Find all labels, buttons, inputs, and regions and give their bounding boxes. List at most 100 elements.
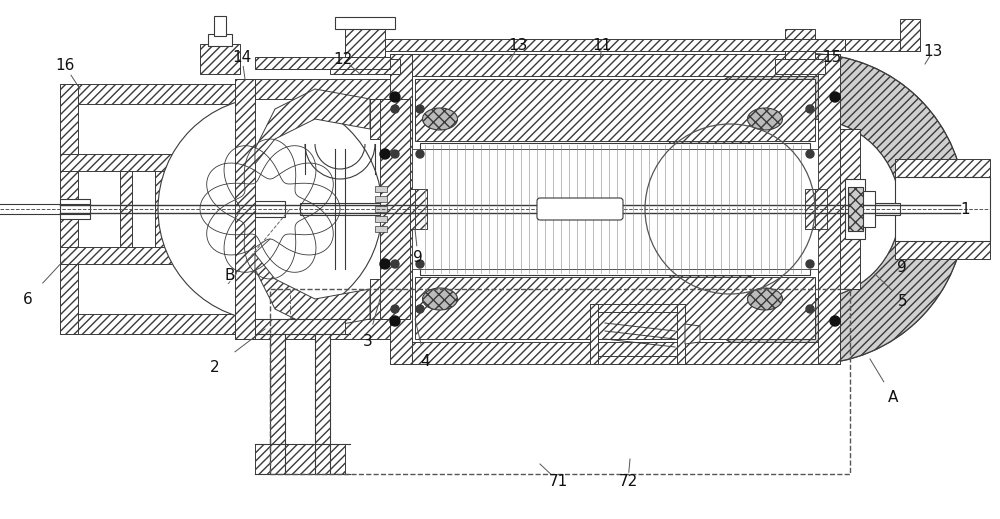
FancyBboxPatch shape [537,198,623,220]
Bar [60,199,90,219]
Polygon shape [270,334,285,444]
Polygon shape [60,154,240,171]
Polygon shape [785,29,815,59]
Polygon shape [175,154,187,264]
Text: B: B [225,268,235,283]
Polygon shape [120,154,132,264]
Bar [405,189,417,229]
Text: 14: 14 [232,50,252,65]
Bar [415,189,427,229]
Circle shape [830,316,840,326]
Polygon shape [390,54,840,76]
Polygon shape [255,254,370,329]
Polygon shape [590,304,598,364]
Polygon shape [235,79,255,339]
Circle shape [391,105,399,113]
Bar [805,189,817,229]
Circle shape [391,305,399,313]
Text: A: A [888,389,898,404]
Circle shape [806,105,814,113]
Polygon shape [370,99,390,139]
Polygon shape [255,444,345,474]
Bar [375,186,387,192]
Ellipse shape [422,108,458,130]
Circle shape [416,305,424,313]
Polygon shape [370,279,390,319]
Polygon shape [255,57,390,69]
Polygon shape [60,247,240,264]
Polygon shape [235,319,390,339]
Bar [412,149,818,269]
Bar [848,187,863,231]
Polygon shape [840,129,860,289]
Polygon shape [60,84,240,104]
Text: 16: 16 [55,59,75,74]
Ellipse shape [422,288,458,310]
Bar [420,143,810,275]
Bar [208,34,232,46]
Bar [255,201,285,217]
Polygon shape [390,54,412,364]
Polygon shape [775,59,825,74]
Polygon shape [415,277,815,339]
Circle shape [380,149,390,159]
Text: 12: 12 [333,51,353,66]
Polygon shape [345,29,385,59]
Ellipse shape [748,288,782,310]
Circle shape [416,260,424,268]
Bar [375,196,387,202]
Polygon shape [590,304,685,312]
Polygon shape [818,54,840,364]
Bar [815,189,827,229]
Bar [815,189,827,229]
Bar [375,226,387,232]
Text: 4: 4 [420,353,430,368]
Bar [214,16,226,36]
Circle shape [390,92,400,102]
Circle shape [830,92,840,102]
Bar [375,206,387,212]
Polygon shape [200,44,240,74]
Polygon shape [590,356,685,364]
Text: 9: 9 [413,250,423,265]
Circle shape [806,150,814,158]
Polygon shape [210,154,222,264]
Text: 6: 6 [23,292,33,307]
Polygon shape [255,89,370,164]
Polygon shape [155,154,167,264]
Polygon shape [415,79,815,141]
Circle shape [391,260,399,268]
Polygon shape [895,159,990,177]
Circle shape [806,260,814,268]
Bar [300,203,900,215]
Polygon shape [845,39,920,51]
Bar [405,189,417,229]
Circle shape [380,259,390,269]
Text: 71: 71 [548,473,568,488]
Text: 2: 2 [210,360,220,375]
Text: 9: 9 [897,260,907,275]
Text: 5: 5 [898,294,908,308]
Polygon shape [685,324,700,344]
Circle shape [806,305,814,313]
Bar [855,191,875,227]
Polygon shape [895,241,990,259]
Polygon shape [380,99,410,319]
Text: 1: 1 [960,201,970,216]
Bar [375,216,387,222]
Ellipse shape [748,108,782,130]
Bar [415,189,427,229]
Polygon shape [390,342,840,364]
Text: 15: 15 [822,49,842,64]
Circle shape [416,150,424,158]
Text: 3: 3 [363,334,373,348]
Text: 13: 13 [923,44,943,59]
Polygon shape [385,39,845,51]
Polygon shape [677,304,685,364]
Circle shape [391,150,399,158]
Circle shape [390,316,400,326]
Polygon shape [315,334,330,444]
Polygon shape [60,314,240,334]
Polygon shape [655,54,965,364]
Polygon shape [235,79,390,99]
